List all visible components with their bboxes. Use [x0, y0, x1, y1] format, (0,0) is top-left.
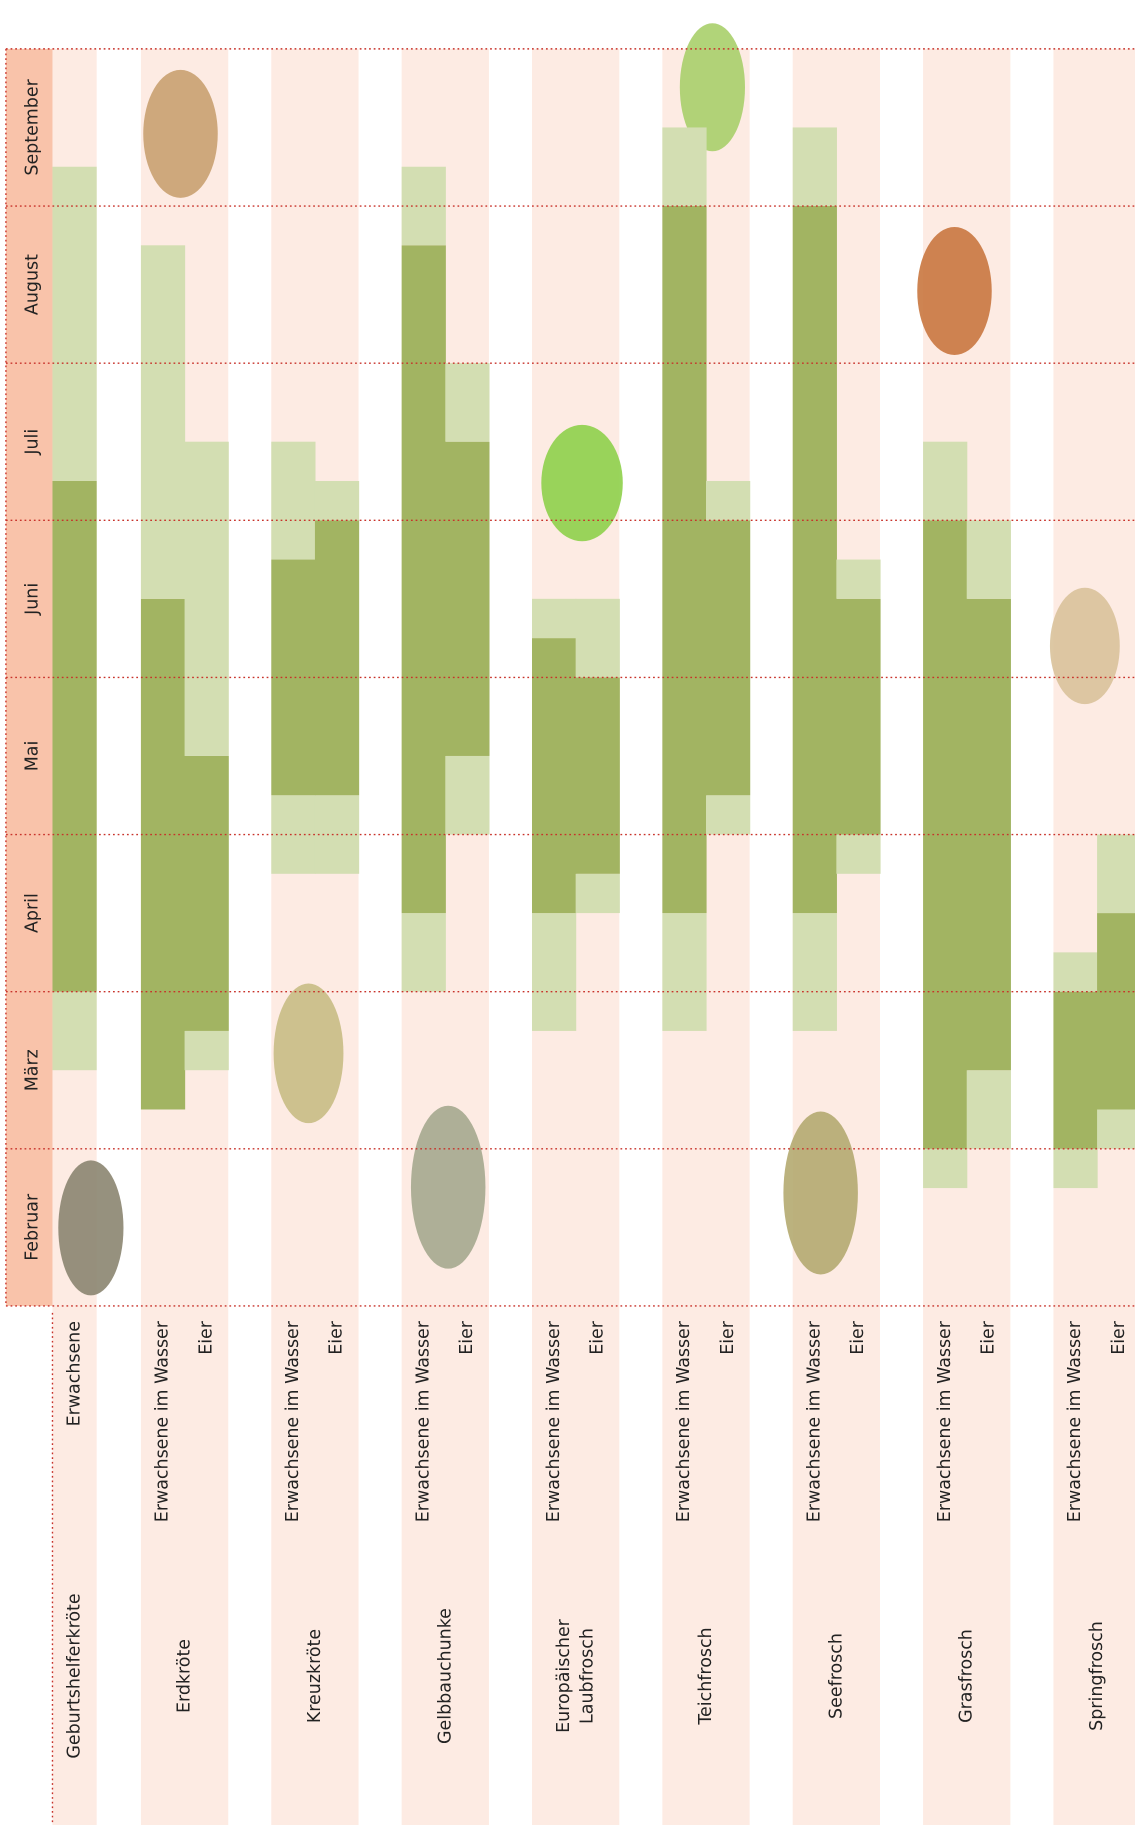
row-label: Eier — [196, 1320, 216, 1355]
bar-segment — [52, 991, 97, 1071]
bar-segment — [792, 913, 837, 1031]
bar-segment — [314, 520, 360, 796]
bar-segment — [1053, 952, 1098, 992]
bar-segment — [923, 441, 968, 521]
bar-segment — [706, 795, 751, 835]
bar-segment — [966, 1070, 1011, 1149]
month-label: Juni — [23, 583, 43, 616]
frog-illustration — [58, 1160, 124, 1296]
row-label: Erwachsene im Wasser — [283, 1320, 303, 1522]
bar-segment — [575, 677, 620, 874]
frog-illustration — [410, 1105, 486, 1269]
month-label: April — [23, 893, 43, 933]
bars — [52, 127, 1135, 1189]
bar-segment — [1053, 991, 1098, 1149]
row-label: Erwachsene im Wasser — [413, 1320, 433, 1522]
row-label: Eier — [979, 1320, 999, 1355]
month-label: Juli — [23, 429, 43, 456]
illustrations — [58, 23, 1120, 1296]
row-label: Erwachsene im Wasser — [1065, 1320, 1085, 1522]
frog-illustration — [917, 226, 992, 355]
frog-illustration — [783, 1111, 858, 1275]
bar-segment — [923, 1148, 968, 1189]
row-label: Erwachsene im Wasser — [805, 1320, 825, 1522]
row-label: Erwachsene im Wasser — [153, 1320, 173, 1522]
frog-illustration — [273, 983, 344, 1124]
species-band — [271, 48, 359, 1825]
month-label: Februar — [23, 1193, 43, 1261]
bar-segment — [1097, 834, 1135, 914]
bar-segment — [140, 245, 186, 599]
row-label: Eier — [587, 1320, 607, 1355]
bar-segment — [52, 480, 97, 992]
bar-segment — [401, 245, 446, 914]
frog-illustration — [143, 69, 218, 198]
row-label: Erwachsene im Wasser — [544, 1320, 564, 1522]
bar-segment — [445, 441, 490, 756]
bar-segment — [792, 127, 837, 207]
bar-segment — [52, 166, 97, 481]
bar-segment — [836, 559, 881, 599]
bar-segment — [184, 1030, 229, 1071]
bar-segment — [706, 520, 751, 796]
row-label: Eier — [718, 1320, 738, 1355]
bar-segment — [792, 206, 837, 914]
bar-segment — [575, 873, 620, 914]
species-name: Teichfrosch — [696, 1627, 716, 1725]
bar-segment — [271, 559, 316, 796]
bar-segment — [706, 480, 751, 521]
bar-segment — [184, 441, 229, 756]
bar-segment — [662, 913, 707, 1031]
bar-segment — [1097, 1109, 1135, 1149]
bar-segment — [923, 520, 968, 1149]
species-name: Erdkröte — [175, 1639, 195, 1713]
bar-segment — [445, 755, 490, 835]
month-label: August — [23, 254, 43, 315]
species-name: Kreuzkröte — [305, 1629, 325, 1723]
bar-segment — [184, 755, 229, 1031]
frog-illustration — [679, 23, 745, 152]
species-name: Seefrosch — [826, 1633, 846, 1719]
row-label: Eier — [848, 1320, 868, 1355]
bar-segment — [532, 598, 577, 639]
bar-segment — [575, 598, 620, 678]
month-label: Mai — [23, 741, 43, 772]
bar-segment — [836, 834, 881, 874]
bar-segment — [532, 638, 577, 914]
month-label: September — [23, 78, 43, 175]
species-name: Springfrosch — [1087, 1621, 1107, 1731]
species-name: Europäischer — [554, 1618, 574, 1733]
row-label: Eier — [1109, 1320, 1129, 1355]
frog-illustration — [541, 424, 623, 542]
bar-segment — [1053, 1148, 1098, 1189]
bar-segment — [966, 520, 1011, 599]
bar-segment — [271, 795, 316, 874]
row-label: Eier — [457, 1320, 477, 1355]
bar-segment — [271, 441, 316, 560]
species-name: Laubfrosch — [577, 1628, 597, 1724]
species-name: Gelbbauchunke — [435, 1608, 455, 1744]
bar-segment — [532, 913, 577, 1031]
frog-illustration — [1049, 587, 1120, 705]
bar-segment — [1097, 913, 1135, 1110]
bar-segment — [140, 598, 186, 1110]
bar-segment — [445, 363, 490, 442]
labels: Erwachsene Geburtshelferkröte Erwachsene i… — [23, 78, 1129, 1758]
month-label: März — [23, 1049, 43, 1091]
row-label: Erwachsene im Wasser — [674, 1320, 694, 1522]
bar-segment — [401, 913, 446, 992]
species-name: Grasfrosch — [957, 1629, 977, 1723]
bar-segment — [662, 206, 707, 914]
bar-segment — [401, 166, 446, 246]
row-label: Erwachsene im Wasser — [935, 1320, 955, 1522]
bar-segment — [314, 480, 360, 521]
row-label: Eier — [327, 1320, 347, 1355]
species-name: Geburtshelferkröte — [64, 1593, 84, 1758]
bar-segment — [836, 598, 881, 835]
row-label: Erwachsene — [64, 1321, 84, 1426]
bar-segment — [662, 127, 707, 207]
